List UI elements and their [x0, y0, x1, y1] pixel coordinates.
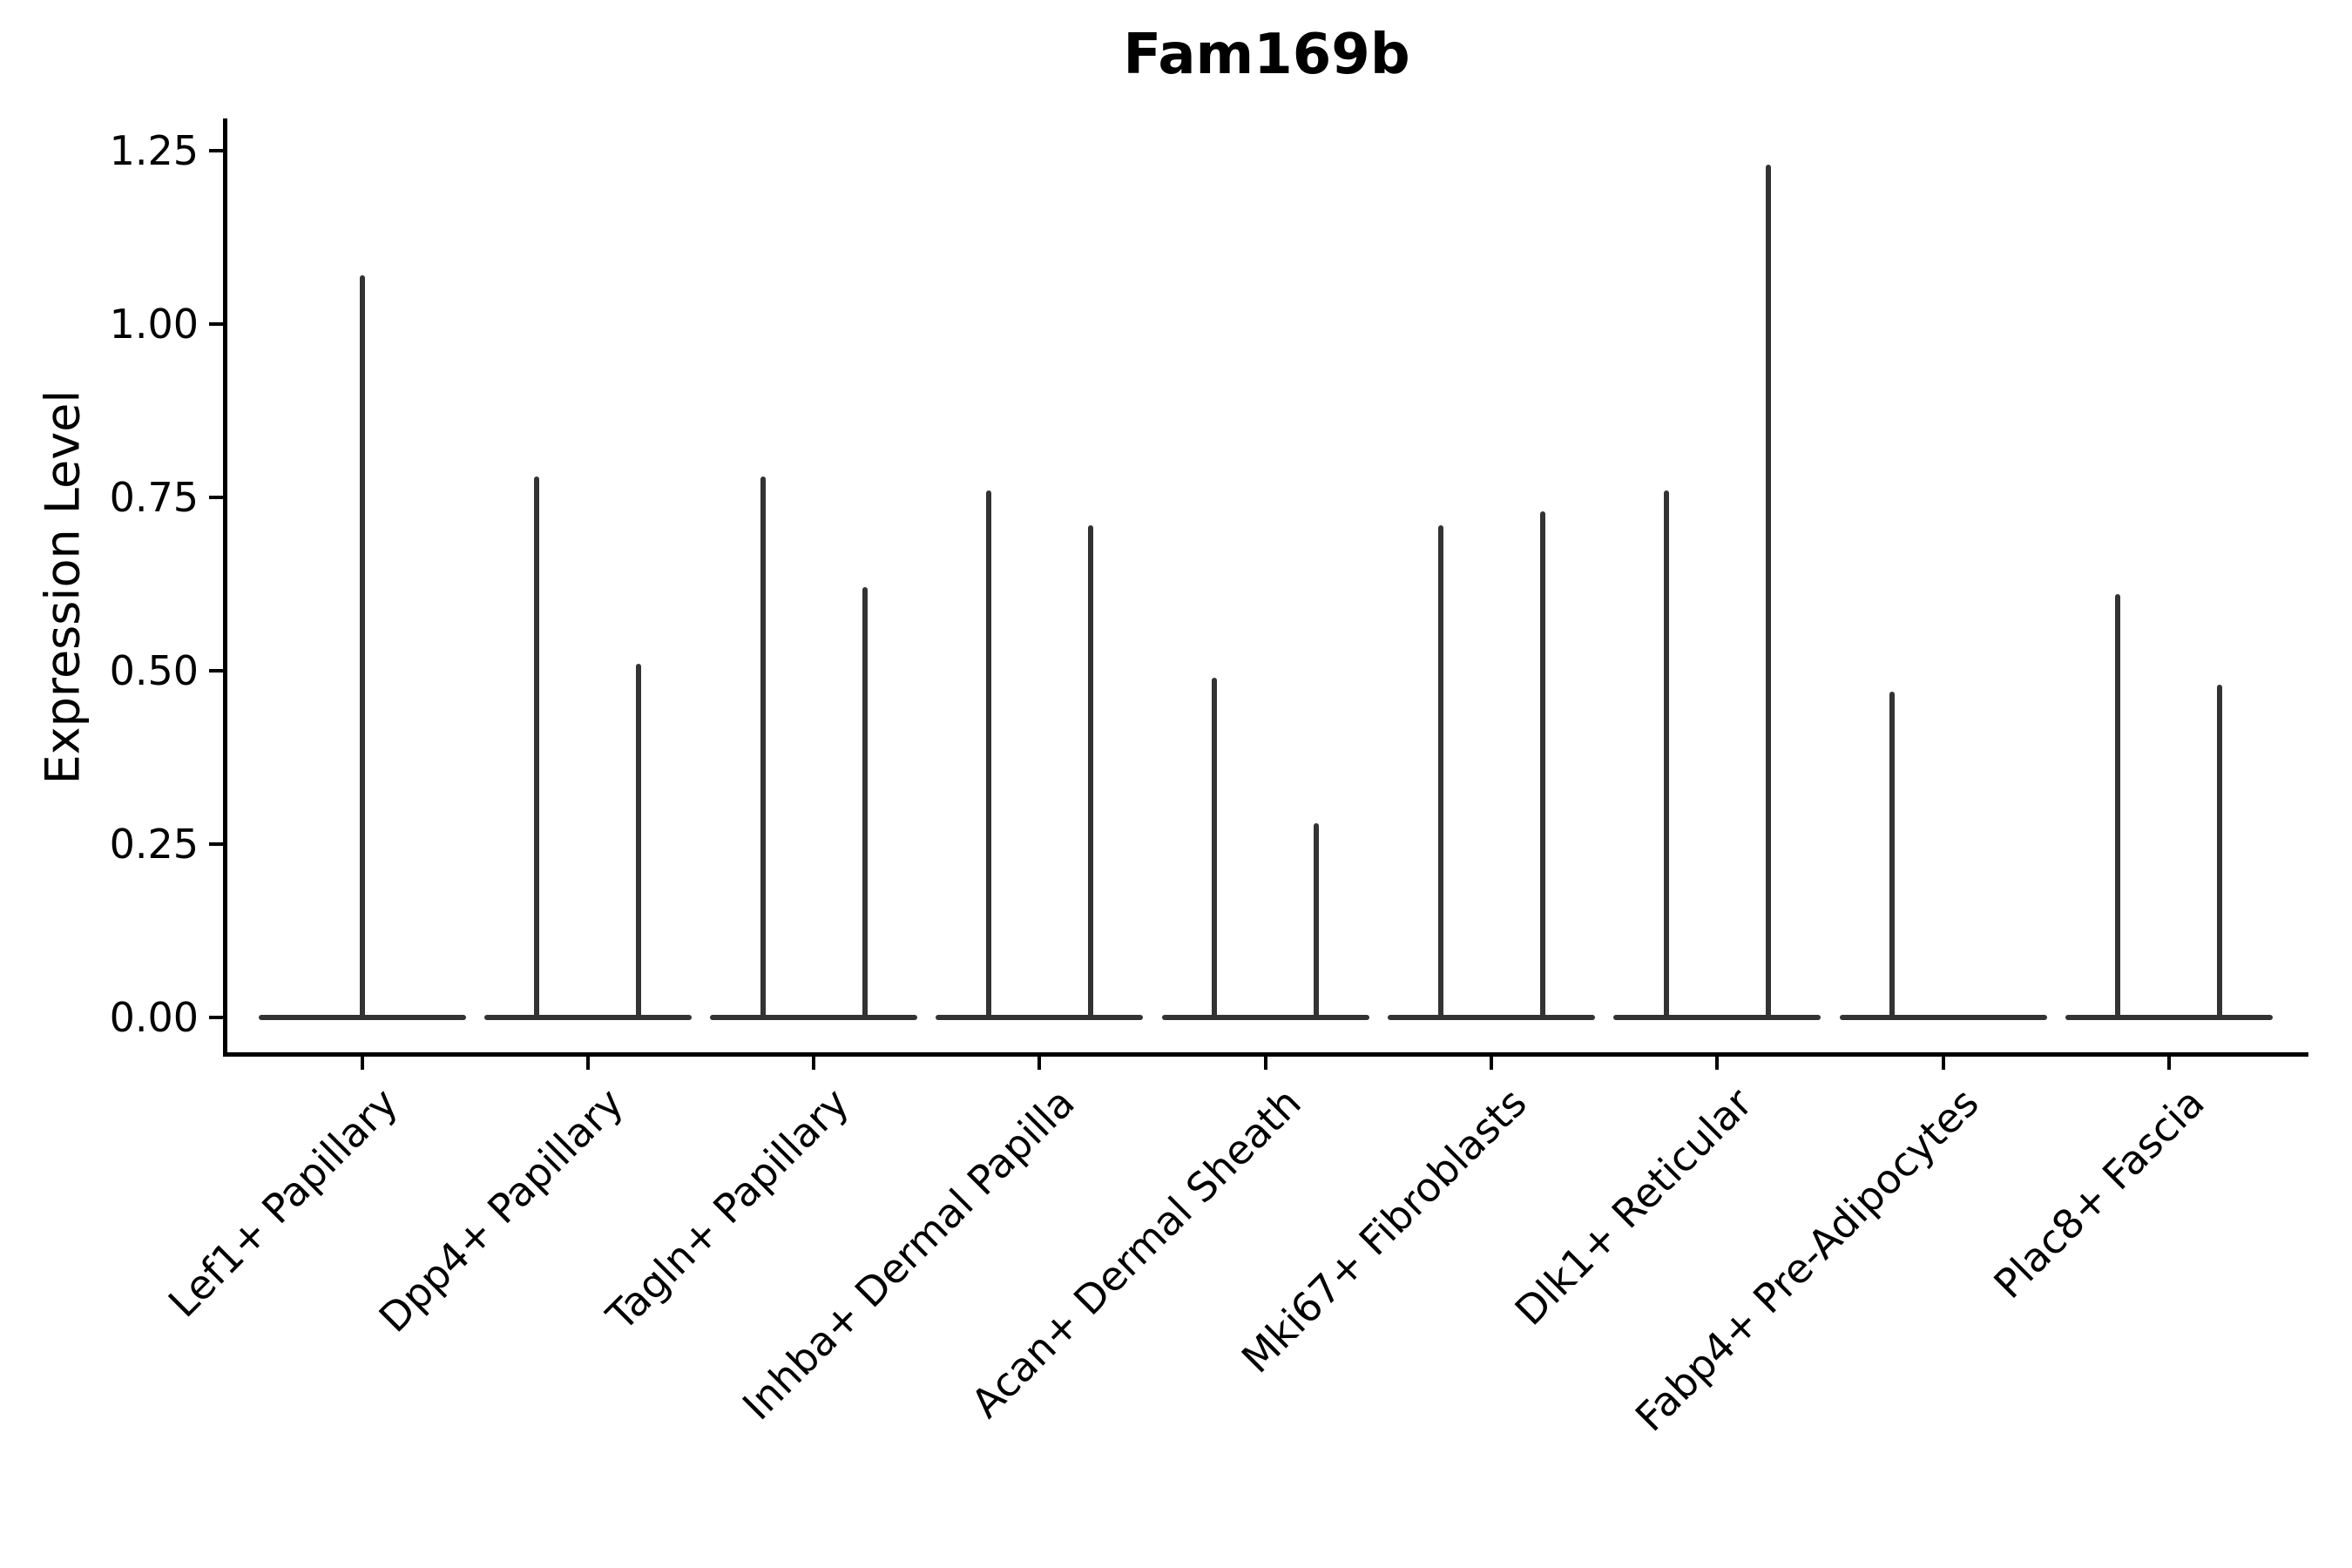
violin-spike [2115, 594, 2121, 1019]
x-tick-mark [585, 1057, 590, 1070]
violin-base [2065, 1015, 2273, 1020]
violin-spike [760, 476, 766, 1019]
y-tick-mark [209, 496, 225, 499]
violin-spike [534, 476, 540, 1019]
x-tick-mark [2166, 1057, 2171, 1070]
violin-spike [985, 490, 991, 1019]
y-tick-mark [209, 669, 225, 672]
violin-base [483, 1015, 692, 1020]
x-tick-mark [1037, 1057, 1042, 1070]
y-tick-label: 0.00 [109, 994, 199, 1041]
violin-spike [636, 664, 642, 1019]
x-tick-label: Tagln+ Papillary [597, 1078, 858, 1340]
x-tick-mark [1941, 1057, 1945, 1070]
violin-spike [1539, 510, 1545, 1019]
y-tick-mark [209, 149, 225, 152]
x-tick-label: Dpp4+ Papillary [369, 1078, 632, 1342]
violin-base [1161, 1015, 1369, 1020]
y-tick-label: 0.25 [109, 821, 199, 868]
violin-spike [1314, 823, 1320, 1019]
y-axis-spine [223, 118, 227, 1057]
violin-base [710, 1015, 918, 1020]
x-tick-label: Lef1+ Papillary [159, 1078, 407, 1327]
violin-base [936, 1015, 1144, 1020]
violin-spike [1765, 164, 1771, 1019]
violin-base [1839, 1015, 2047, 1020]
x-tick-label: Plac8+ Fascia [1984, 1078, 2213, 1308]
violin-spike [359, 275, 365, 1019]
chart-title: Fam169b [1123, 23, 1410, 87]
violin-spike [1437, 524, 1443, 1019]
x-tick-mark [360, 1057, 364, 1070]
violin-spike [862, 587, 868, 1019]
y-tick-mark [209, 1016, 225, 1019]
y-tick-label: 1.25 [109, 127, 199, 174]
x-tick-mark [1490, 1057, 1493, 1070]
violin-spike [1212, 677, 1218, 1019]
x-tick-label: Dlk1+ Reticular [1505, 1078, 1762, 1335]
y-tick-mark [209, 322, 225, 326]
x-tick-mark [812, 1057, 816, 1070]
y-tick-label: 1.00 [109, 301, 199, 348]
violin-base [1613, 1015, 1821, 1020]
y-tick-mark [209, 842, 225, 846]
x-axis-spine [223, 1052, 2308, 1057]
x-tick-mark [1715, 1057, 1720, 1070]
x-tick-mark [1263, 1057, 1267, 1070]
y-axis-label: Expression Level [35, 389, 91, 785]
y-tick-label: 0.50 [109, 647, 199, 694]
violin-spike [1087, 524, 1093, 1019]
violin-spike [1663, 490, 1669, 1019]
violin-spike [2217, 684, 2223, 1019]
y-tick-label: 0.75 [109, 474, 199, 521]
violin-spike [1889, 691, 1896, 1019]
violin-base [1388, 1015, 1595, 1020]
